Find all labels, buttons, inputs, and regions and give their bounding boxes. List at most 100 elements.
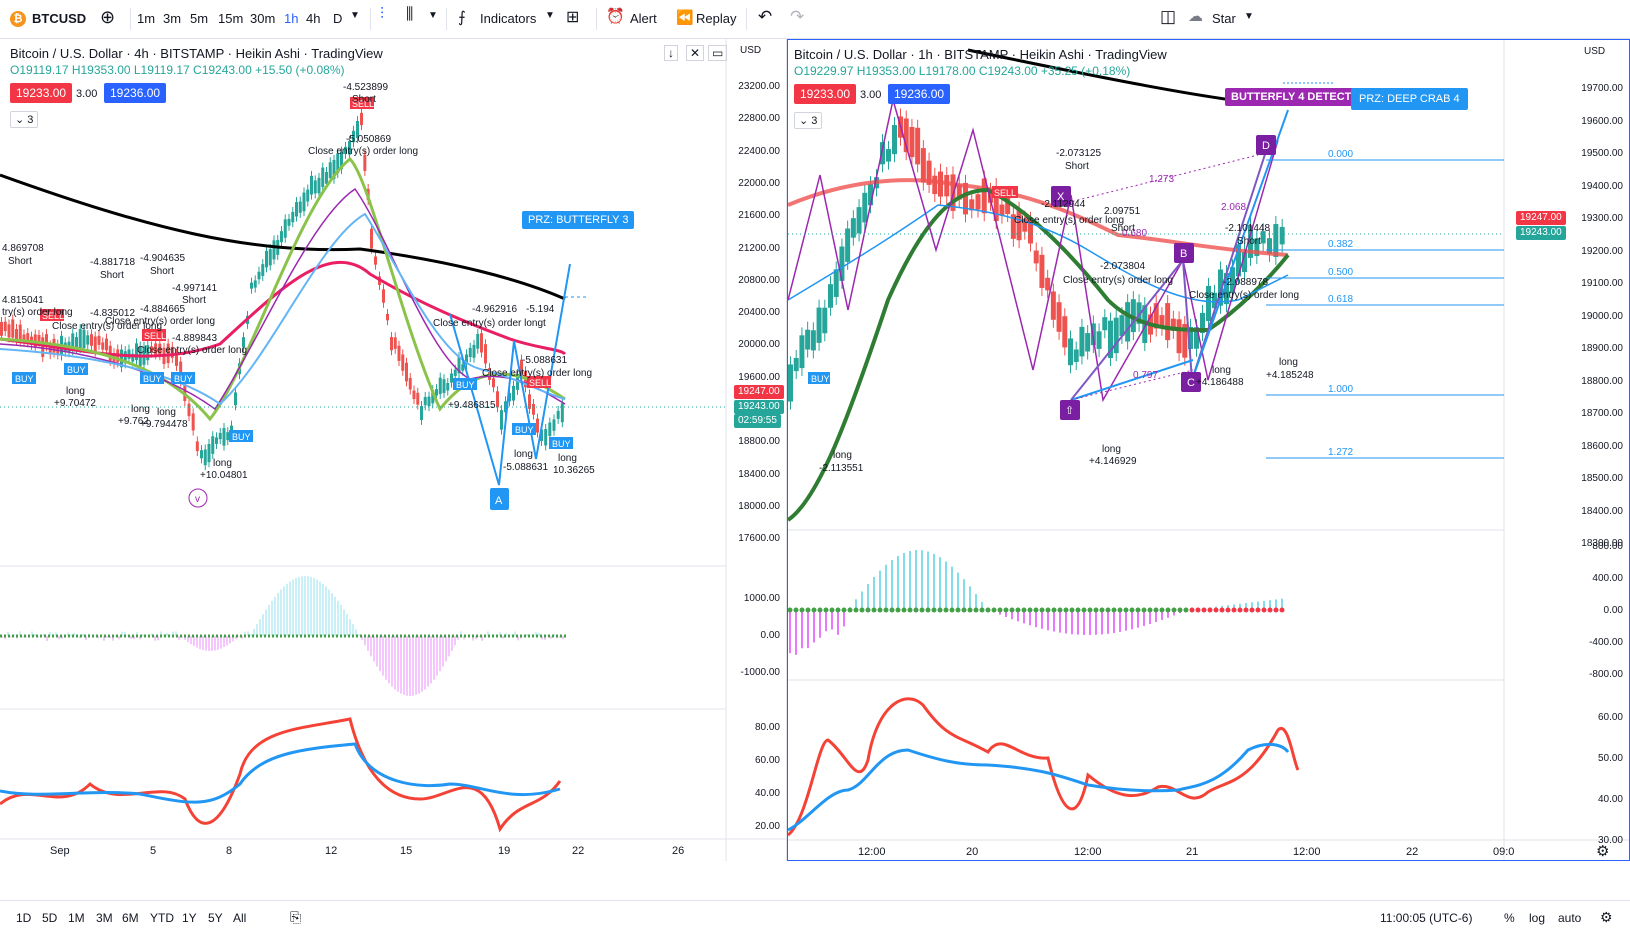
range-5d[interactable]: 5D	[42, 911, 58, 925]
heikin-ashi-candle	[457, 357, 461, 374]
indicators-button[interactable]: Indicators	[480, 11, 537, 26]
heikin-ashi-candle	[295, 202, 298, 217]
osc-tick: 800.00	[1592, 541, 1623, 552]
chevron-down-icon[interactable]: ▼	[1244, 11, 1254, 22]
chevron-down-icon[interactable]: ▼	[545, 10, 555, 21]
chevron-down-icon[interactable]: ▼	[428, 10, 438, 21]
chevron-down-icon[interactable]: ▼	[350, 10, 360, 21]
left-sell-price-button[interactable]: 19233.00	[10, 83, 73, 103]
timeframe-3m[interactable]: 3m	[163, 11, 182, 26]
range-6m[interactable]: 6M	[122, 911, 139, 925]
osc-tick: -800.00	[1589, 669, 1623, 680]
range-1m[interactable]: 1M	[68, 911, 85, 925]
alarm-clock-icon[interactable]: ⏰	[606, 8, 625, 25]
left-price-axis[interactable]: 23200.00 22800.00 22400.00 22000.00 21600.00…	[726, 39, 786, 861]
pattern-leg	[1070, 359, 1194, 401]
cloud-icon[interactable]: ☁	[1188, 8, 1203, 25]
heikin-ashi-candle	[427, 396, 431, 407]
left-buy-price-button[interactable]: 19236.00	[104, 83, 167, 103]
compare-add-icon[interactable]: ⊕	[100, 7, 116, 27]
scroll-down-icon[interactable]: ↓	[664, 45, 678, 61]
heikin-ashi-candle	[1045, 277, 1051, 291]
heikin-ashi-candle	[332, 159, 336, 179]
trade-annotation: -4.889843	[172, 333, 218, 344]
rsi-tick: 60.00	[1597, 712, 1623, 723]
heikin-ashi-candle	[1279, 226, 1285, 245]
heikin-ashi-candle	[250, 282, 253, 289]
heikin-ashi-candle	[170, 346, 174, 358]
heikin-ashi-candle	[552, 419, 556, 431]
bar-style-icon[interactable]: ⫶	[380, 6, 385, 23]
close-icon[interactable]: ✕	[686, 45, 705, 61]
timeframe-15m[interactable]: 15m	[218, 11, 244, 26]
oscillator-dot	[901, 607, 907, 613]
layout-icon[interactable]: ◫	[1160, 7, 1177, 26]
timeframe-4h[interactable]: 4h	[306, 11, 321, 26]
right-buy-price-button[interactable]: 19236.00	[888, 84, 951, 104]
oscillator-dot	[943, 607, 949, 613]
timeframe-1m[interactable]: 1m	[137, 11, 156, 26]
range-ytd[interactable]: YTD	[150, 911, 174, 925]
oscillator-dot	[1189, 607, 1195, 613]
pattern-point-d	[1256, 135, 1276, 155]
heikin-ashi-candle	[1085, 333, 1091, 352]
trade-annotation: long	[1279, 357, 1298, 368]
up-arrow-icon: ⇧	[1065, 405, 1074, 417]
left-currency-label[interactable]: USD	[740, 45, 762, 56]
range-5y[interactable]: 5Y	[208, 911, 223, 925]
percent-scale-toggle[interactable]: %	[1504, 911, 1515, 925]
left-indicator-toggle[interactable]: ⌄ 3	[10, 111, 39, 128]
range-1d[interactable]: 1D	[16, 911, 32, 925]
heikin-ashi-candle	[352, 130, 355, 143]
rewind-icon[interactable]: ⏪	[676, 9, 694, 25]
clock-timezone[interactable]: 11:00:05 (UTC-6)	[1380, 911, 1473, 925]
indicators-icon[interactable]: ⨍	[458, 9, 466, 26]
right-ohlc: O19229.97 H19353.00 L19178.00 C19243.00 …	[794, 64, 1131, 78]
oscillator-dot	[979, 607, 985, 613]
price-tick: 18800.00	[738, 436, 780, 448]
heikin-ashi-candle	[480, 333, 483, 353]
right-price-axis[interactable]: 19700.00 19600.00 19500.00 19400.00 19300.00…	[1504, 40, 1629, 860]
range-3m[interactable]: 3M	[96, 911, 113, 925]
gear-icon[interactable]: ⚙	[1596, 843, 1610, 860]
timeframe-5m[interactable]: 5m	[190, 11, 209, 26]
undo-icon[interactable]: ↶	[758, 7, 773, 26]
templates-icon[interactable]: ⊞	[566, 9, 580, 26]
range-1y[interactable]: 1Y	[182, 911, 197, 925]
chart-settings-icon[interactable]: ⚙	[1600, 909, 1613, 925]
heikin-ashi-candle	[302, 192, 306, 212]
heikin-ashi-candle	[556, 410, 560, 419]
right-chart-canvas[interactable]: D B C X ⇧ BUY SELL	[788, 40, 1630, 861]
auto-scale-toggle[interactable]: auto	[1558, 911, 1582, 925]
heikin-ashi-candle	[257, 271, 261, 280]
heikin-ashi-candle	[1136, 302, 1142, 324]
timeframe-D[interactable]: D	[333, 11, 343, 26]
symbol-search[interactable]: BTCUSD	[32, 11, 87, 26]
oscillator-dot	[1063, 607, 1069, 613]
maximize-icon[interactable]: ▭	[708, 45, 728, 61]
log-scale-toggle[interactable]: log	[1529, 911, 1546, 925]
right-sell-price-button[interactable]: 19233.00	[794, 84, 857, 104]
replay-button[interactable]: Replay	[696, 11, 737, 26]
alert-button[interactable]: Alert	[630, 11, 657, 26]
price-tick: 22400.00	[738, 145, 780, 157]
heikin-ashi-candle	[313, 180, 317, 194]
timeframe-1h[interactable]: 1h	[284, 11, 299, 26]
redo-icon[interactable]: ↷	[790, 7, 805, 26]
timeframe-30m[interactable]: 30m	[250, 11, 276, 26]
right-indicator-toggle[interactable]: ⌄ 3	[794, 112, 823, 129]
oscillator-dot	[853, 607, 859, 613]
candles-icon[interactable]: ⫼	[406, 6, 414, 23]
layout-name[interactable]: Star	[1212, 11, 1236, 26]
right-chart-pane[interactable]: D B C X ⇧ BUY SELL Bitcoin / U.S. Dollar · 1h …	[787, 39, 1630, 861]
right-currency-label[interactable]: USD	[1584, 46, 1606, 57]
heikin-ashi-candle	[926, 160, 932, 185]
trade-annotation: try(s) order long	[2, 307, 73, 318]
calendar-range-icon[interactable]: ⎘	[290, 909, 302, 925]
range-all[interactable]: All	[233, 911, 247, 925]
price-tick: 22000.00	[738, 177, 780, 189]
heikin-ashi-candle	[253, 280, 257, 288]
buy-signal-label: BUY	[552, 439, 571, 449]
left-chart-canvas[interactable]: Av SELL SELL SELL SELL BUY BUY BUY BUY BUY BUY BUY B…	[0, 39, 786, 861]
